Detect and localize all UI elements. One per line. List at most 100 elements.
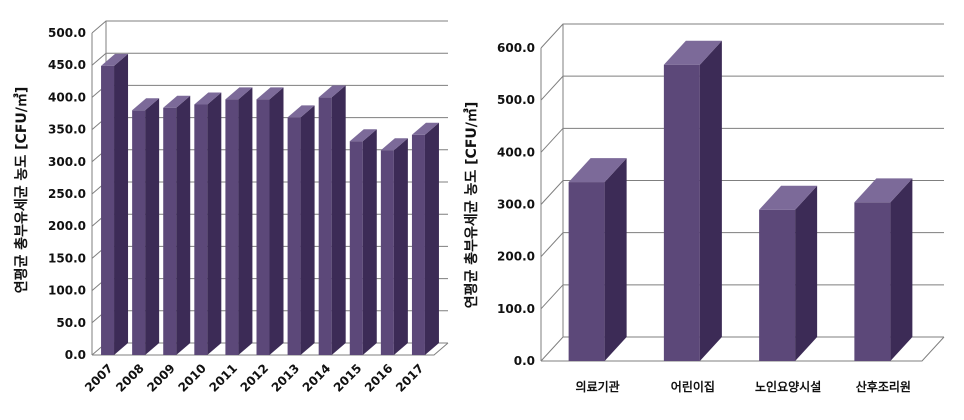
y-tick-label: 200.0 — [497, 250, 535, 264]
bar-top — [163, 95, 191, 108]
x-tick-label: 2014 — [300, 361, 334, 395]
bar-top — [194, 92, 222, 105]
y-tick-label: 250.0 — [48, 187, 86, 201]
bar-side — [331, 85, 346, 356]
gridline — [91, 20, 448, 34]
bar-side — [604, 158, 627, 361]
bar-front — [132, 110, 146, 355]
bar — [380, 138, 408, 355]
y-tick-label: 350.0 — [48, 123, 86, 137]
bar-top — [759, 185, 818, 210]
bar-side — [393, 138, 408, 355]
chart-facility-concentration: 0.0 100.0 200.0 300.0 400.0 500.0 600.0 의료기관 어린이… — [463, 23, 945, 394]
bar-side — [114, 53, 129, 356]
bar — [663, 40, 722, 362]
x-tick-label: 2012 — [238, 361, 272, 395]
bar — [163, 95, 191, 355]
x-tick-label: 2009 — [144, 361, 178, 395]
bar-top — [287, 105, 315, 118]
bar-top — [349, 129, 377, 142]
bar-side — [207, 92, 222, 355]
bar-side — [795, 185, 818, 361]
bar-top — [854, 178, 913, 203]
x-tick-label: 의료기관 — [576, 379, 620, 394]
bar-side — [362, 129, 377, 355]
x-tick-label: 2008 — [113, 361, 147, 395]
bar-front — [663, 64, 700, 362]
y-tick-label: 500.0 — [497, 93, 535, 107]
bar-top — [256, 87, 284, 100]
bar — [318, 85, 346, 356]
bar — [411, 122, 439, 355]
bar — [101, 53, 129, 356]
bar — [759, 185, 818, 361]
bar-top — [318, 85, 346, 98]
chart-yearly-concentration: 0.0 50.0 100.0 150.0 200.0 250.0 300.0 350.0 400… — [13, 20, 449, 395]
y-tick-label: 0.0 — [65, 348, 86, 362]
x-tick-label: 2016 — [362, 361, 396, 395]
bar-front — [759, 209, 796, 361]
y-axis-title: 연평균 총부유세균 농도 [CFU/㎥] — [463, 102, 480, 309]
bar-side — [890, 178, 913, 361]
bar-front — [568, 182, 605, 361]
y-tick-label: 400.0 — [48, 90, 86, 104]
bar-side — [145, 98, 160, 355]
bar-front — [194, 104, 208, 355]
gridline — [540, 127, 944, 153]
bar-side — [176, 95, 191, 355]
gridline — [91, 52, 448, 66]
y-axis-title: 연평균 총부유세균 농도 [CFU/㎥] — [13, 87, 30, 294]
y-tick-label: 450.0 — [48, 58, 86, 72]
x-tick-label: 2015 — [331, 361, 365, 395]
bar-side — [269, 87, 284, 355]
bar — [132, 98, 160, 355]
bar-front — [318, 97, 332, 356]
x-tick-label: 산후조리원 — [856, 379, 911, 394]
bar-side — [424, 122, 439, 355]
bar-top — [411, 122, 439, 135]
y-tick-label: 100.0 — [497, 302, 535, 316]
y-tick-label: 0.0 — [514, 354, 535, 368]
y-tick-label: 600.0 — [497, 41, 535, 55]
bar — [854, 178, 913, 361]
bar-front — [411, 134, 425, 355]
bar-top — [225, 87, 253, 100]
x-tick-label: 어린이집 — [671, 379, 715, 394]
bar-side — [699, 40, 722, 362]
bar — [287, 105, 315, 355]
x-tick-label: 2017 — [393, 361, 427, 395]
bar-side — [300, 105, 315, 355]
y-tick-label: 50.0 — [56, 316, 86, 330]
y-tick-label: 150.0 — [48, 251, 86, 265]
gridline — [540, 75, 944, 101]
y-tick-label: 500.0 — [48, 26, 86, 40]
bar-side — [238, 87, 253, 355]
bar-top — [663, 40, 722, 65]
bar — [225, 87, 253, 355]
bar-front — [287, 117, 301, 355]
bar-top — [101, 53, 129, 66]
bar-front — [256, 99, 270, 355]
y-tick-label: 300.0 — [497, 198, 535, 212]
x-tick-label: 노인요양시설 — [755, 379, 821, 394]
bar-front — [380, 150, 394, 355]
bar-front — [163, 107, 177, 355]
y-tick-label: 300.0 — [48, 155, 86, 169]
gridline — [540, 23, 944, 49]
y-tick-label: 100.0 — [48, 284, 86, 298]
bar-top — [132, 98, 160, 111]
bar-top — [380, 138, 408, 151]
x-tick-label: 2013 — [269, 361, 303, 395]
bar-front — [225, 99, 239, 355]
bar-front — [101, 65, 115, 356]
bar — [256, 87, 284, 355]
x-tick-label: 2007 — [82, 361, 116, 395]
bar — [194, 92, 222, 355]
y-tick-label: 200.0 — [48, 219, 86, 233]
bar-front — [349, 141, 363, 355]
x-tick-label: 2010 — [175, 361, 209, 395]
bar — [568, 158, 627, 361]
bar-top — [568, 158, 627, 183]
bar-front — [854, 202, 891, 361]
